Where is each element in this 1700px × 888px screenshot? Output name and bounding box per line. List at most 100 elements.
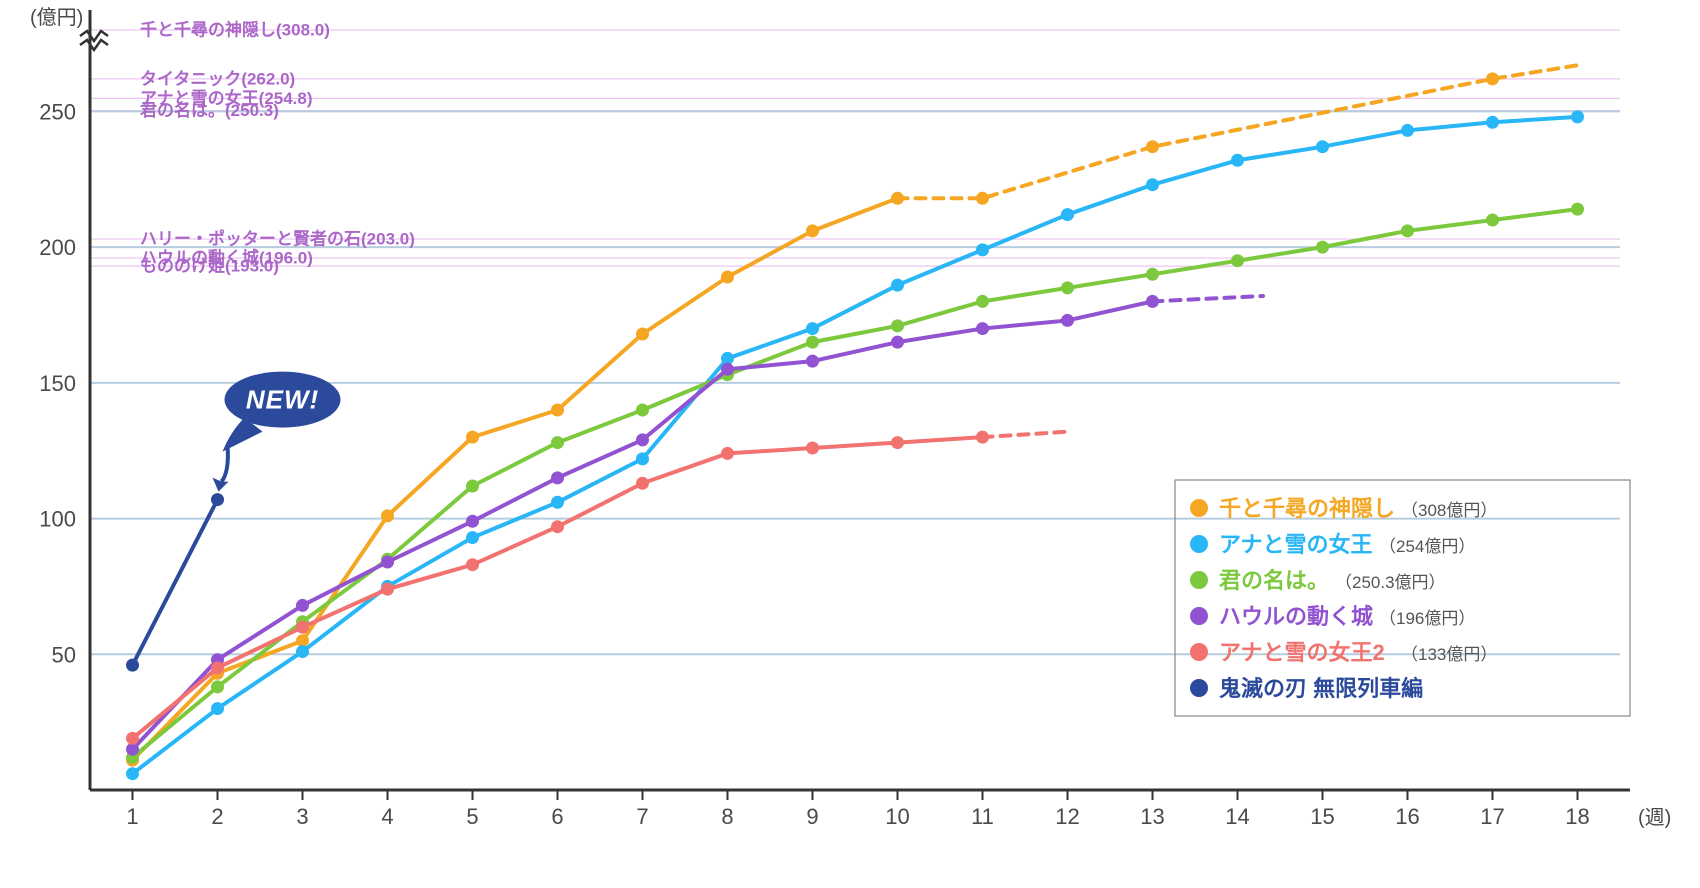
series-marker-frozen [1146, 178, 1159, 191]
reference-label: もののけ姫(193.0) [140, 256, 279, 276]
x-tick-label: 7 [636, 804, 648, 829]
series-dash-spirited-away [898, 65, 1578, 198]
series-marker-frozen [976, 243, 989, 256]
series-marker-howl [551, 471, 564, 484]
x-tick-label: 1 [126, 804, 138, 829]
reference-label: ハリー・ポッターと賢者の石(203.0) [140, 228, 415, 248]
series-marker-howl [636, 433, 649, 446]
series-marker-spirited-away [976, 192, 989, 205]
legend-subtitle: （308億円） [1401, 501, 1497, 520]
legend-title: ハウルの動く城 [1219, 604, 1373, 629]
series-marker-kiminonawa [1486, 214, 1499, 227]
series-marker-frozen [636, 452, 649, 465]
y-tick-label: 100 [39, 507, 76, 532]
series-marker-frozen2 [211, 661, 224, 674]
series-marker-howl [976, 322, 989, 335]
series-marker-frozen2 [551, 520, 564, 533]
x-tick-label: 10 [885, 804, 909, 829]
legend-marker [1190, 607, 1208, 625]
series-marker-frozen [1571, 110, 1584, 123]
series-marker-kiminonawa [1146, 268, 1159, 281]
new-badge: NEW! [213, 372, 341, 492]
series-marker-frozen [1231, 154, 1244, 167]
y-tick-label: 150 [39, 371, 76, 396]
series-marker-kiminonawa [891, 319, 904, 332]
series-marker-howl [381, 556, 394, 569]
series-marker-frozen2 [806, 442, 819, 455]
reference-label: 君の名は。(250.3) [140, 100, 279, 120]
legend-marker [1190, 571, 1208, 589]
series-marker-howl [296, 599, 309, 612]
series-marker-kiminonawa [1401, 224, 1414, 237]
series-dash-frozen2 [983, 432, 1068, 437]
series-marker-kiminonawa [1316, 241, 1329, 254]
series-marker-spirited-away [891, 192, 904, 205]
series-marker-frozen [466, 531, 479, 544]
x-tick-label: 4 [381, 804, 393, 829]
legend-subtitle: （196億円） [1379, 609, 1475, 628]
axis-break-icon [80, 31, 108, 41]
x-tick-label: 17 [1480, 804, 1504, 829]
x-tick-label: 15 [1310, 804, 1334, 829]
series-marker-frozen [296, 645, 309, 658]
new-badge-text: NEW! [246, 385, 319, 415]
series-marker-spirited-away [1486, 72, 1499, 85]
series-marker-howl [1146, 295, 1159, 308]
series-marker-kimetsu [211, 493, 224, 506]
x-tick-label: 12 [1055, 804, 1079, 829]
series-marker-howl [891, 336, 904, 349]
x-tick-label: 9 [806, 804, 818, 829]
x-tick-label: 5 [466, 804, 478, 829]
reference-label: タイタニック(262.0) [140, 69, 295, 88]
series-marker-frozen [1486, 116, 1499, 129]
legend-subtitle: （133億円） [1401, 645, 1497, 664]
series-line-kimetsu [133, 500, 218, 666]
x-tick-label: 14 [1225, 804, 1249, 829]
series-marker-kiminonawa [211, 680, 224, 693]
y-tick-label: 200 [39, 235, 76, 260]
series-line-howl [133, 301, 1153, 749]
series-marker-frozen2 [976, 431, 989, 444]
series-marker-spirited-away [1146, 140, 1159, 153]
legend-subtitle: （250.3億円） [1335, 573, 1446, 592]
series-marker-frozen2 [296, 621, 309, 634]
legend-title: アナと雪の女王 [1219, 532, 1373, 557]
series-marker-howl [806, 355, 819, 368]
series-marker-frozen [126, 767, 139, 780]
series-marker-spirited-away [381, 509, 394, 522]
x-tick-label: 11 [971, 804, 994, 829]
legend-title: 千と千尋の神隠し [1219, 496, 1395, 521]
legend-title: アナと雪の女王2 [1219, 640, 1385, 665]
series-marker-frozen2 [466, 558, 479, 571]
x-tick-label: 6 [551, 804, 563, 829]
x-tick-label: 3 [296, 804, 308, 829]
x-tick-label: 8 [721, 804, 733, 829]
series-marker-kiminonawa [1571, 203, 1584, 216]
series-marker-spirited-away [636, 328, 649, 341]
legend-marker [1190, 535, 1208, 553]
series-marker-frozen [1061, 208, 1074, 221]
y-axis-label: (億円) [30, 6, 83, 29]
series-marker-frozen [806, 322, 819, 335]
line-chart-svg: 50100150200250千と千尋の神隠し(308.0)タイタニック(262.… [0, 0, 1700, 888]
legend-title: 鬼滅の刃 無限列車編 [1219, 676, 1423, 701]
series-marker-frozen [1316, 140, 1329, 153]
series-marker-spirited-away [466, 431, 479, 444]
series-marker-spirited-away [721, 271, 734, 284]
series-marker-frozen2 [126, 732, 139, 745]
series-marker-howl [721, 363, 734, 376]
series-marker-kiminonawa [636, 404, 649, 417]
x-tick-label: 13 [1140, 804, 1164, 829]
series-marker-kiminonawa [1231, 254, 1244, 267]
chart-container: 50100150200250千と千尋の神隠し(308.0)タイタニック(262.… [0, 0, 1700, 888]
series-marker-frozen [551, 496, 564, 509]
series-marker-frozen2 [721, 447, 734, 460]
series-marker-kiminonawa [806, 336, 819, 349]
series-marker-kimetsu [126, 659, 139, 672]
y-tick-label: 250 [39, 99, 76, 124]
x-tick-label: 18 [1565, 804, 1589, 829]
series-marker-kiminonawa [976, 295, 989, 308]
legend-subtitle: （254億円） [1379, 537, 1475, 556]
reference-label: 千と千尋の神隠し(308.0) [140, 19, 330, 39]
series-marker-frozen [891, 279, 904, 292]
